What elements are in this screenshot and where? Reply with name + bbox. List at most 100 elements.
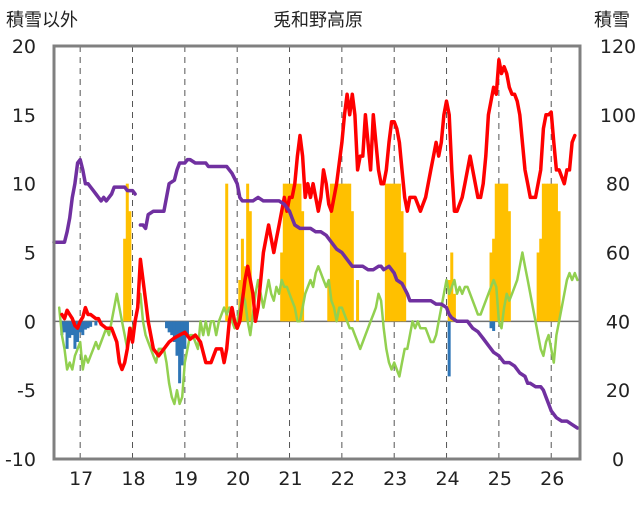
x-tick-label: 19 [174, 468, 198, 490]
blue_bars-bar-12 [94, 321, 98, 326]
yellow_bars-bar-35 [400, 211, 404, 322]
yellow_bars-bar-6 [243, 266, 247, 322]
yellow_bars-bar-37 [447, 280, 451, 322]
yellow_bars-bar-44 [499, 183, 503, 322]
purple_line [52, 157, 580, 430]
blue_bars-bar-6 [76, 321, 80, 342]
tick-labels: -10 -5 0 5 10 15 20 0 20 40 60 80 100 120 17 18 19 20 21 22… [5, 36, 636, 490]
yellow_bars-bar-32 [392, 183, 396, 322]
yellow_bars-bar-34 [397, 183, 401, 322]
red_line [60, 58, 577, 372]
blue_bars-bar-8 [81, 321, 85, 336]
blue_bars-bar-10 [86, 321, 90, 329]
blue_bars-bar-20 [180, 321, 184, 366]
blue_bars-bar-2 [65, 321, 69, 349]
yellow_bars-bar-14 [293, 183, 297, 322]
yellow_bars-bar-51 [544, 183, 548, 322]
blue_bars-bar-4 [70, 321, 74, 336]
blue_bars-bar-17 [172, 321, 176, 342]
left-tick-label: -10 [5, 449, 36, 471]
yellow_bars-bar-29 [384, 183, 388, 322]
yellow_bars-bar-24 [342, 183, 346, 322]
x-tick-label: 26 [540, 468, 564, 490]
yellow_bars-bar-9 [280, 252, 284, 322]
yellow_bars-bar-12 [288, 183, 292, 322]
plot-border [52, 44, 582, 461]
x-tick-label: 22 [331, 468, 355, 490]
blue_bars-bar-1 [62, 321, 66, 333]
yellow_bars-bar-15 [295, 183, 299, 322]
blue_bars-bar-22 [185, 321, 189, 336]
right-tick-label: 100 [600, 105, 636, 127]
x-tick-label: 20 [226, 468, 250, 490]
yellow_bars-bar-54 [552, 183, 556, 322]
yellow_bars-bar-43 [497, 183, 501, 322]
right-axis-title: 積雪 [594, 10, 630, 31]
yellow_bars-bar-28 [356, 280, 360, 322]
yellow_bars-bar-18 [327, 280, 331, 322]
yellow_bars-bar-10 [282, 183, 286, 322]
yellow_bars-bar-53 [549, 183, 553, 322]
blue_bars-bar-15 [167, 321, 171, 333]
right-tick-label: 20 [606, 380, 630, 402]
right-tick-label: 120 [600, 36, 636, 58]
yellow_bars-bar-8 [248, 211, 252, 322]
blue_bars-bar-9 [83, 321, 87, 330]
blue_bars-bar-23 [447, 321, 451, 377]
left-axis-title: 積雪以外 [6, 10, 78, 31]
blue_bars-bar-25 [492, 321, 496, 331]
blue_bars-bar-18 [175, 321, 179, 356]
yellow_bars-bar-11 [285, 183, 289, 322]
blue_bars-bar-3 [68, 321, 72, 338]
yellow_bars-bar-46 [505, 183, 509, 322]
x-tick-label: 25 [488, 468, 512, 490]
x-tick-label: 17 [69, 468, 93, 490]
blue_bars-bar-5 [73, 321, 77, 349]
yellow_bars-bar-1 [125, 183, 129, 322]
left-tick-label: 20 [12, 36, 36, 58]
green_line [57, 251, 579, 406]
yellow_bars-bar-3 [225, 183, 229, 322]
left-tick-label: 10 [12, 174, 36, 196]
yellow_bars-bar-13 [290, 183, 294, 322]
blue_bars-bar-16 [170, 321, 174, 336]
yellow_bars-bar-0 [123, 238, 127, 322]
left-tick-label: 15 [12, 105, 36, 127]
left-tick-label: 0 [24, 311, 36, 333]
yellow_bars-bar-42 [494, 183, 498, 322]
x-tick-label: 18 [121, 468, 145, 490]
right-tick-label: 60 [606, 243, 630, 265]
yellow_bars-bar-21 [335, 183, 339, 322]
yellow_bars-bar-31 [390, 183, 394, 322]
yellow_bars-bar-47 [507, 211, 511, 322]
right-tick-label: 40 [606, 311, 630, 333]
yellow_bars-bar-17 [301, 211, 305, 322]
yellow_bars-bar-30 [387, 183, 391, 322]
blue_bars-bar-7 [78, 321, 82, 333]
yellow_bars-bar-19 [329, 183, 333, 322]
yellow_bars-bar-25 [345, 183, 349, 322]
yellow_bars-bar-39 [452, 293, 456, 322]
yellow_bars-bar-7 [246, 183, 250, 322]
yellow_bars-bar-33 [395, 183, 399, 322]
yellow_bars-bar-55 [554, 183, 558, 322]
right-tick-label: 80 [606, 174, 630, 196]
yellow_bars-bar-20 [332, 183, 336, 322]
yellow_bars-bar-56 [557, 211, 561, 322]
yellow_bars-bar-26 [348, 183, 352, 322]
x-tick-label: 21 [278, 468, 302, 490]
yellow_bars-bar-52 [547, 183, 551, 322]
yellow_bars-bar-5 [240, 238, 244, 322]
x-tick-label: 24 [435, 468, 459, 490]
yellow_bars-bar-2 [128, 211, 132, 322]
line-series [52, 58, 580, 430]
blue_bars-bar-14 [165, 321, 169, 329]
left-tick-label: 5 [24, 243, 36, 265]
chart-title: 兎和野高原 [273, 10, 363, 31]
right-tick-label: 0 [612, 449, 624, 471]
yellow_bars-bar-49 [539, 238, 543, 322]
plot-frame [52, 44, 582, 461]
blue_bars-bar-19 [178, 321, 182, 384]
yellow_bars-bar-48 [536, 252, 540, 322]
